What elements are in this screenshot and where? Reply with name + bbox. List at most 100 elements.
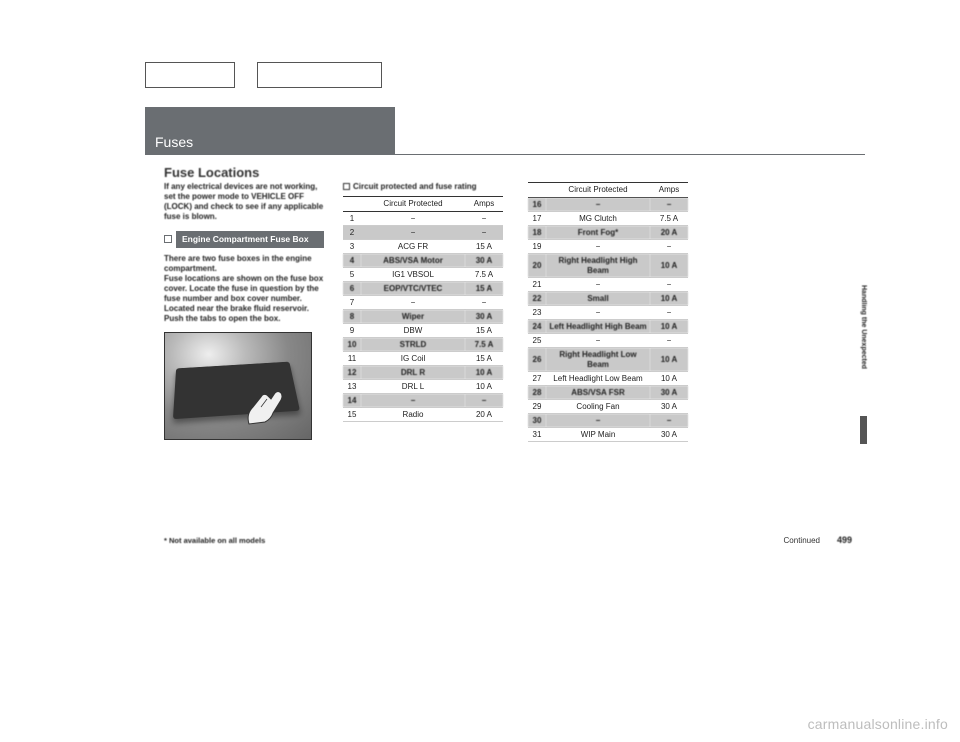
top-outline-boxes bbox=[145, 62, 382, 88]
cell-num: 10 bbox=[343, 338, 361, 352]
cell-circuit: Cooling Fan bbox=[546, 400, 650, 414]
page-title: Fuse Locations bbox=[164, 165, 259, 180]
cell-amps: 15 A bbox=[465, 240, 503, 254]
table-row: 22Small10 A bbox=[528, 292, 688, 306]
cell-num: 20 bbox=[528, 254, 546, 278]
cell-circuit: − bbox=[361, 296, 465, 310]
cell-circuit: Radio bbox=[361, 408, 465, 422]
table-row: 10STRLD7.5 A bbox=[343, 338, 503, 352]
cell-amps: − bbox=[465, 212, 503, 226]
cell-num: 21 bbox=[528, 278, 546, 292]
cell-circuit: ABS/VSA Motor bbox=[361, 254, 465, 268]
th-amps: Amps bbox=[650, 183, 688, 198]
column-middle: Circuit protected and fuse rating Circui… bbox=[343, 182, 503, 422]
rating-heading: Circuit protected and fuse rating bbox=[343, 182, 503, 192]
cell-num: 13 bbox=[343, 380, 361, 394]
cell-num: 15 bbox=[343, 408, 361, 422]
cell-circuit: − bbox=[546, 198, 650, 212]
table-row: 9DBW15 A bbox=[343, 324, 503, 338]
cell-amps: 20 A bbox=[650, 226, 688, 240]
cell-amps: − bbox=[465, 296, 503, 310]
cell-circuit: DRL L bbox=[361, 380, 465, 394]
page-number: 499 bbox=[837, 535, 852, 545]
cell-num: 6 bbox=[343, 282, 361, 296]
square-bullet-icon bbox=[343, 183, 350, 190]
table-row: 13DRL L10 A bbox=[343, 380, 503, 394]
cell-circuit: EOP/VTC/VTEC bbox=[361, 282, 465, 296]
cell-num: 3 bbox=[343, 240, 361, 254]
cell-circuit: MG Clutch bbox=[546, 212, 650, 226]
th-amps: Amps bbox=[465, 197, 503, 212]
cell-num: 11 bbox=[343, 352, 361, 366]
cell-num: 28 bbox=[528, 386, 546, 400]
subsection-bar: Engine Compartment Fuse Box bbox=[164, 231, 324, 248]
table-row: 2−− bbox=[343, 226, 503, 240]
table-row: 17MG Clutch7.5 A bbox=[528, 212, 688, 226]
watermark: carmanualsonline.info bbox=[808, 716, 948, 732]
cell-circuit: − bbox=[361, 226, 465, 240]
cell-circuit: IG1 VBSOL bbox=[361, 268, 465, 282]
fuse-table-1: Circuit Protected Amps 1−−2−−3ACG FR15 A… bbox=[343, 196, 503, 422]
cell-circuit: Right Headlight High Beam bbox=[546, 254, 650, 278]
footnote: * Not available on all models bbox=[164, 536, 265, 545]
cell-amps: − bbox=[465, 226, 503, 240]
cell-amps: 20 A bbox=[465, 408, 503, 422]
cell-amps: 15 A bbox=[465, 282, 503, 296]
cell-num: 17 bbox=[528, 212, 546, 226]
body-text: There are two fuse boxes in the engine c… bbox=[164, 254, 324, 324]
side-chapter-label: Handling the Unexpected bbox=[860, 285, 867, 405]
table-row: 7−− bbox=[343, 296, 503, 310]
cell-circuit: − bbox=[361, 212, 465, 226]
section-tab: Fuses bbox=[145, 107, 395, 155]
table-row: 26Right Headlight Low Beam10 A bbox=[528, 348, 688, 372]
cell-amps: − bbox=[465, 394, 503, 408]
cell-amps: 7.5 A bbox=[465, 268, 503, 282]
table-row: 12DRL R10 A bbox=[343, 366, 503, 380]
cell-num: 7 bbox=[343, 296, 361, 310]
th-circuit: Circuit Protected bbox=[546, 183, 650, 198]
cell-num: 5 bbox=[343, 268, 361, 282]
cell-num: 12 bbox=[343, 366, 361, 380]
cell-amps: 10 A bbox=[650, 254, 688, 278]
cell-circuit: − bbox=[546, 334, 650, 348]
cell-amps: − bbox=[650, 414, 688, 428]
cell-num: 18 bbox=[528, 226, 546, 240]
th-num bbox=[343, 197, 361, 212]
cell-amps: 10 A bbox=[465, 380, 503, 394]
th-circuit: Circuit Protected bbox=[361, 197, 465, 212]
table-row: 29Cooling Fan30 A bbox=[528, 400, 688, 414]
table-row: 25−− bbox=[528, 334, 688, 348]
cell-num: 14 bbox=[343, 394, 361, 408]
rating-heading-text: Circuit protected and fuse rating bbox=[353, 182, 477, 192]
cell-amps: − bbox=[650, 334, 688, 348]
cell-amps: 30 A bbox=[465, 254, 503, 268]
table-row: 16−− bbox=[528, 198, 688, 212]
cell-circuit: DRL R bbox=[361, 366, 465, 380]
table-row: 28ABS/VSA FSR30 A bbox=[528, 386, 688, 400]
side-thumb-marker bbox=[860, 416, 867, 444]
cell-amps: 30 A bbox=[650, 428, 688, 442]
cell-num: 8 bbox=[343, 310, 361, 324]
cell-circuit: Wiper bbox=[361, 310, 465, 324]
cell-amps: − bbox=[650, 306, 688, 320]
section-header: Fuses bbox=[145, 107, 865, 155]
table-row: 27Left Headlight Low Beam10 A bbox=[528, 372, 688, 386]
cell-num: 4 bbox=[343, 254, 361, 268]
cell-amps: 10 A bbox=[650, 292, 688, 306]
th-num bbox=[528, 183, 546, 198]
cell-num: 29 bbox=[528, 400, 546, 414]
cell-circuit: − bbox=[546, 240, 650, 254]
table-row: 19−− bbox=[528, 240, 688, 254]
cell-circuit: Front Fog* bbox=[546, 226, 650, 240]
table-row: 1−− bbox=[343, 212, 503, 226]
cell-circuit: − bbox=[546, 306, 650, 320]
cell-amps: 30 A bbox=[465, 310, 503, 324]
hand-icon bbox=[241, 379, 291, 429]
cell-amps: 30 A bbox=[650, 386, 688, 400]
cell-num: 19 bbox=[528, 240, 546, 254]
table-row: 14−− bbox=[343, 394, 503, 408]
continued-label: Continued bbox=[784, 536, 820, 545]
table-row: 24Left Headlight High Beam10 A bbox=[528, 320, 688, 334]
cell-circuit: Left Headlight High Beam bbox=[546, 320, 650, 334]
table-row: 20Right Headlight High Beam10 A bbox=[528, 254, 688, 278]
